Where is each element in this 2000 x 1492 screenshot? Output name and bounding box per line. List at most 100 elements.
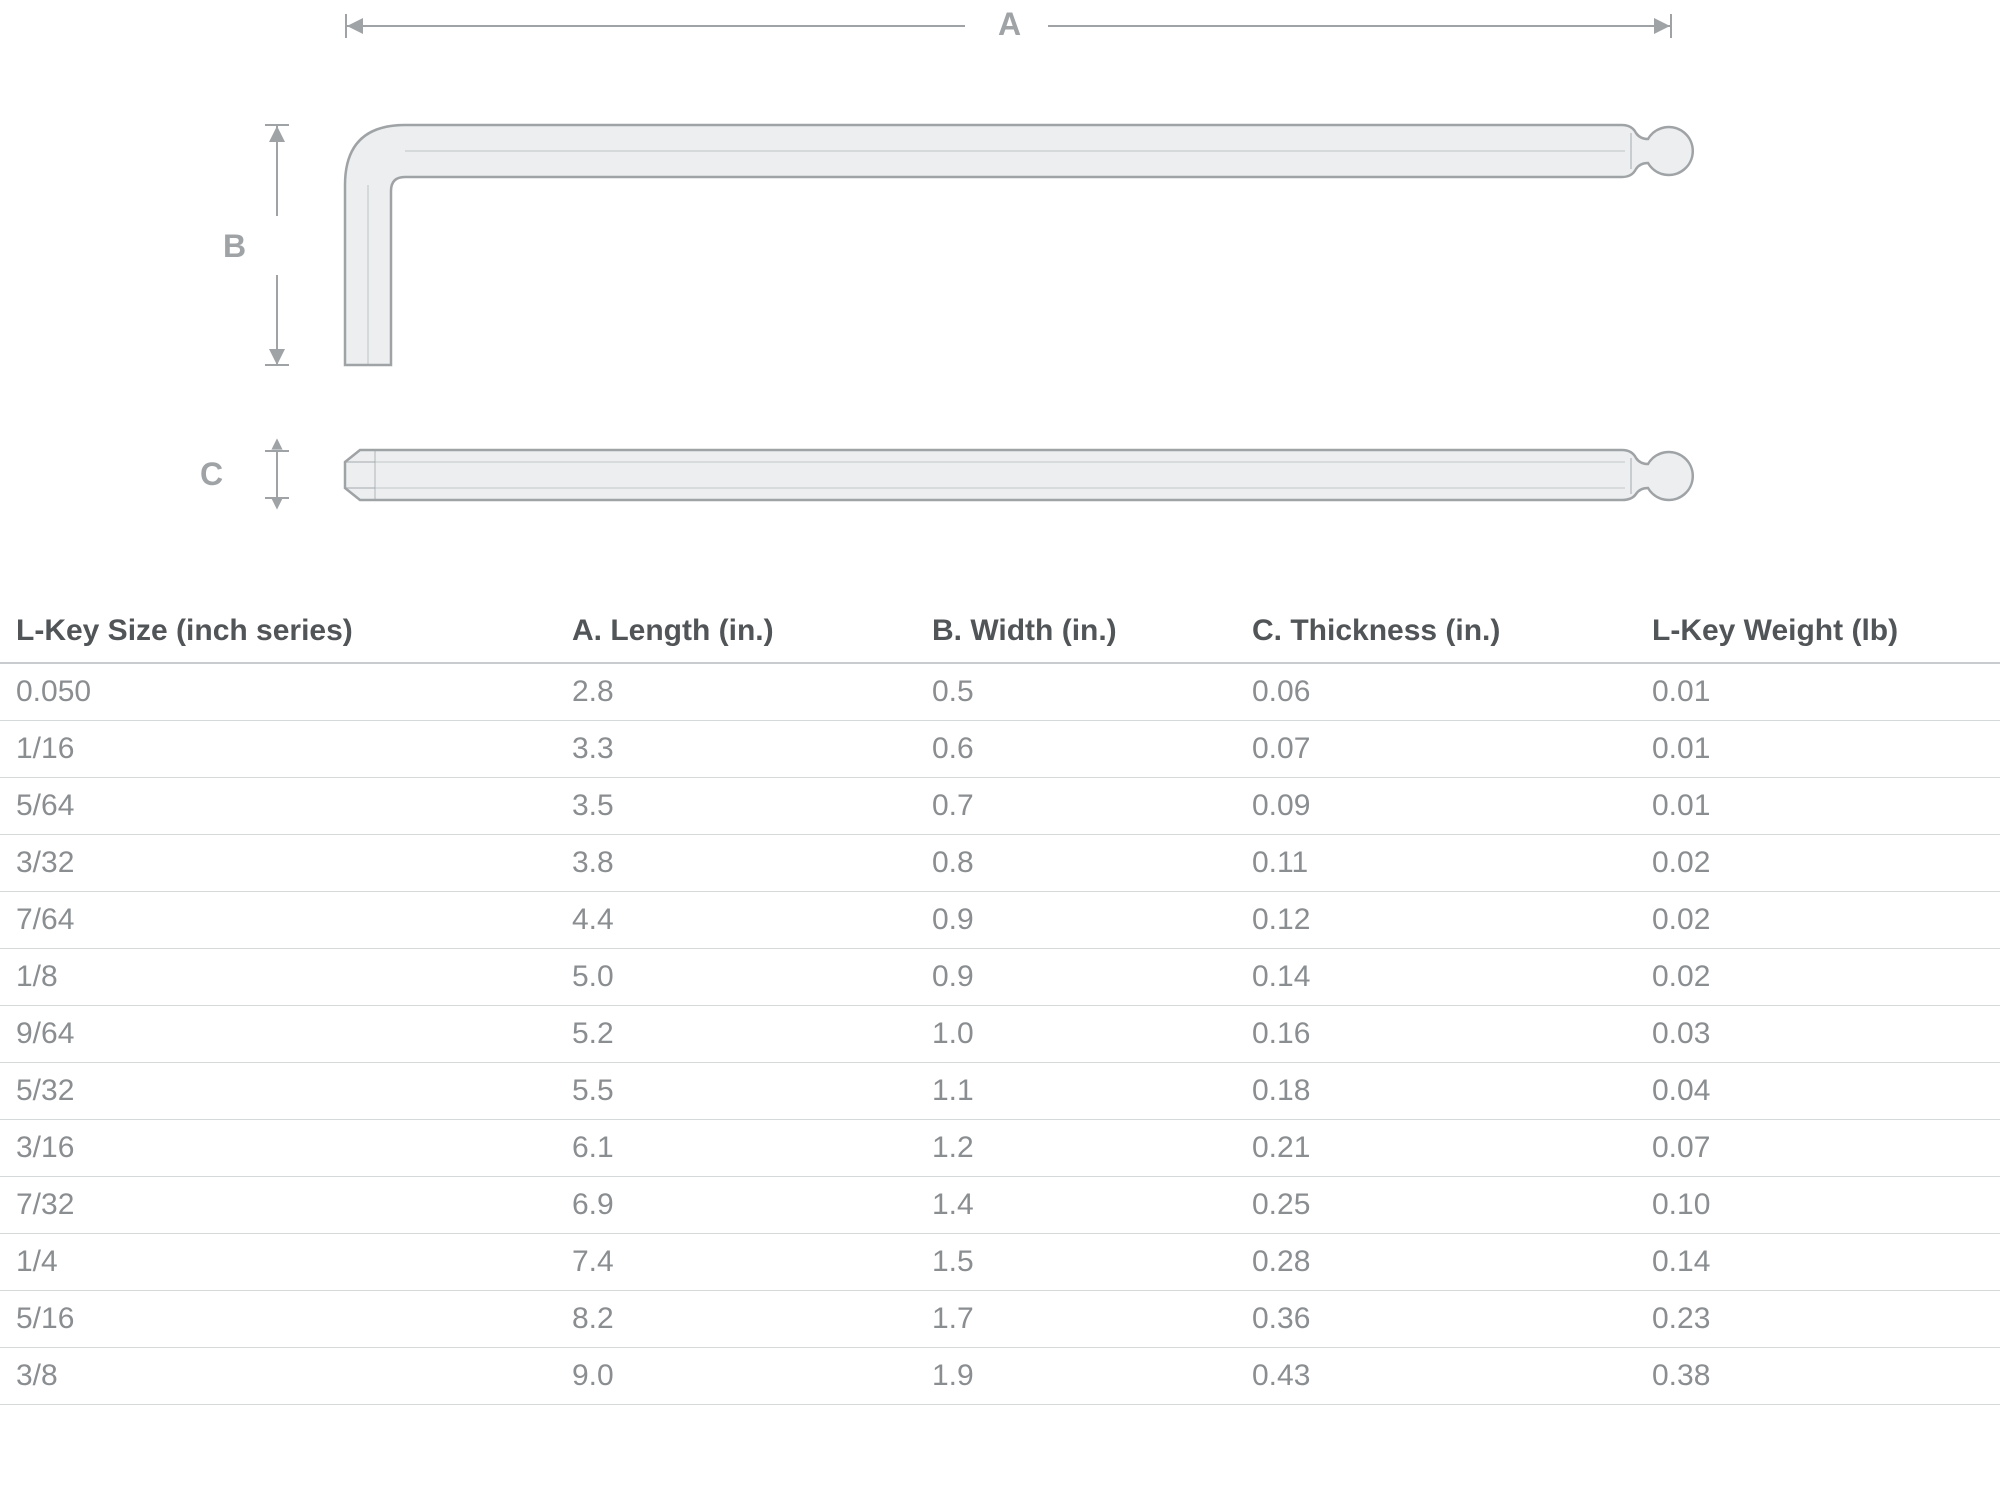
dim-a-line-left [345,25,965,27]
table-row: 1/163.30.60.070.01 [0,721,2000,778]
table-cell: 0.9 [920,892,1240,949]
table-cell: 8.2 [560,1291,920,1348]
table-cell: 5/32 [0,1063,560,1120]
dim-c-arrow-bot [271,498,282,509]
table-cell: 1.9 [920,1348,1240,1405]
table-cell: 3.3 [560,721,920,778]
table-cell: 0.03 [1640,1006,2000,1063]
table-cell: 7/64 [0,892,560,949]
table-row: 5/168.21.70.360.23 [0,1291,2000,1348]
table-cell: 1/16 [0,721,560,778]
table-row: 0.0502.80.50.060.01 [0,663,2000,721]
table-cell: 1.4 [920,1177,1240,1234]
table-cell: 7/32 [0,1177,560,1234]
table-cell: 0.16 [1240,1006,1640,1063]
dim-b-arrow-bot [269,349,285,365]
table-cell: 1.0 [920,1006,1240,1063]
table-cell: 0.12 [1240,892,1640,949]
table-cell: 0.28 [1240,1234,1640,1291]
table-row: 5/325.51.10.180.04 [0,1063,2000,1120]
table-row: 3/89.01.90.430.38 [0,1348,2000,1405]
col-header-width: B. Width (in.) [920,600,1240,663]
table-cell: 3.8 [560,835,920,892]
table-cell: 2.8 [560,663,920,721]
table-cell: 0.14 [1240,949,1640,1006]
table-row: 5/643.50.70.090.01 [0,778,2000,835]
table-cell: 0.01 [1640,663,2000,721]
table-cell: 5/16 [0,1291,560,1348]
dim-a-line-right [1048,25,1670,27]
table-cell: 9/64 [0,1006,560,1063]
table-row: 1/85.00.90.140.02 [0,949,2000,1006]
table-cell: 1.1 [920,1063,1240,1120]
dim-c-tick-bot [265,497,289,499]
table-row: 3/323.80.80.110.02 [0,835,2000,892]
table-cell: 0.02 [1640,835,2000,892]
table-cell: 3/16 [0,1120,560,1177]
table-cell: 3/8 [0,1348,560,1405]
lkey-side-view [340,440,1720,510]
table-cell: 7.4 [560,1234,920,1291]
table-row: 7/644.40.90.120.02 [0,892,2000,949]
col-header-length: A. Length (in.) [560,600,920,663]
table-cell: 1.5 [920,1234,1240,1291]
table-cell: 5.0 [560,949,920,1006]
dim-a-tick-right [1670,14,1672,38]
table-cell: 0.050 [0,663,560,721]
table-cell: 0.11 [1240,835,1640,892]
dim-b-arrow-top [269,126,285,142]
table-cell: 0.21 [1240,1120,1640,1177]
table-cell: 1.7 [920,1291,1240,1348]
table-cell: 5/64 [0,778,560,835]
table-row: 7/326.91.40.250.10 [0,1177,2000,1234]
table-cell: 0.9 [920,949,1240,1006]
table-cell: 0.38 [1640,1348,2000,1405]
table-cell: 3/32 [0,835,560,892]
table-cell: 0.14 [1640,1234,2000,1291]
dim-a-arrow-left [347,18,363,34]
dim-a-arrow-right [1654,18,1670,34]
table-cell: 0.5 [920,663,1240,721]
table-cell: 6.9 [560,1177,920,1234]
table-cell: 0.10 [1640,1177,2000,1234]
table-cell: 0.04 [1640,1063,2000,1120]
lkey-top-view [340,115,1720,395]
table-cell: 0.8 [920,835,1240,892]
specifications-table: L-Key Size (inch series) A. Length (in.)… [0,600,2000,1405]
table-cell: 0.01 [1640,721,2000,778]
table-row: 9/645.21.00.160.03 [0,1006,2000,1063]
table-cell: 0.36 [1240,1291,1640,1348]
table-cell: 0.6 [920,721,1240,778]
table-header-row: L-Key Size (inch series) A. Length (in.)… [0,600,2000,663]
table-cell: 0.02 [1640,949,2000,1006]
col-header-size: L-Key Size (inch series) [0,600,560,663]
dim-b-label: B [223,228,247,265]
dim-a-label: A [998,6,1022,43]
dim-c-arrow-top [271,438,282,449]
col-header-thickness: C. Thickness (in.) [1240,600,1640,663]
col-header-weight: L-Key Weight (lb) [1640,600,2000,663]
dim-c-label: C [200,456,224,493]
dim-c-line [276,450,278,498]
table-cell: 3.5 [560,778,920,835]
table-row: 3/166.11.20.210.07 [0,1120,2000,1177]
table-cell: 1/8 [0,949,560,1006]
technical-diagram: A B C [0,0,2000,600]
table-row: 1/47.41.50.280.14 [0,1234,2000,1291]
table-cell: 0.25 [1240,1177,1640,1234]
table-cell: 0.07 [1640,1120,2000,1177]
table-cell: 5.5 [560,1063,920,1120]
table-cell: 0.02 [1640,892,2000,949]
table-cell: 0.43 [1240,1348,1640,1405]
table-cell: 0.09 [1240,778,1640,835]
table-cell: 1/4 [0,1234,560,1291]
dim-b-tick-bot [265,364,289,366]
table-cell: 5.2 [560,1006,920,1063]
table-cell: 6.1 [560,1120,920,1177]
table-cell: 0.06 [1240,663,1640,721]
table-cell: 1.2 [920,1120,1240,1177]
table-cell: 0.01 [1640,778,2000,835]
table-cell: 4.4 [560,892,920,949]
table-cell: 9.0 [560,1348,920,1405]
table-cell: 0.7 [920,778,1240,835]
